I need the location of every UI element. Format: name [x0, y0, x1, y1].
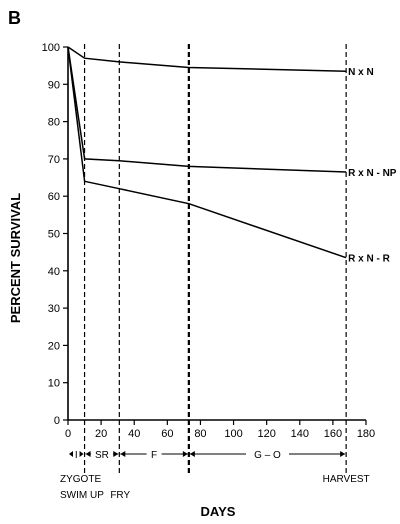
stage-label: SR	[95, 450, 109, 461]
series-label: R x N - NP	[348, 168, 397, 179]
series-line	[67, 46, 347, 173]
y-tick-label: 80	[48, 117, 60, 129]
x-tick-label: 20	[95, 428, 107, 440]
stage-arrow-head	[340, 451, 346, 457]
x-tick-label: 80	[194, 428, 206, 440]
x-tick-label: 120	[257, 428, 275, 440]
stage-arrow-head	[113, 451, 119, 457]
series-line	[67, 46, 347, 259]
y-tick-label: 40	[48, 266, 60, 278]
series-label: R x N - R	[348, 254, 390, 265]
stage-arrow-head	[120, 451, 126, 457]
stage-arrow-head	[79, 451, 84, 457]
x-tick-label: 100	[224, 428, 242, 440]
y-tick-label: 30	[48, 303, 60, 315]
x-tick-label: 140	[291, 428, 309, 440]
y-tick-label: 10	[48, 378, 60, 390]
y-tick-label: 90	[48, 79, 60, 91]
panel-label: B	[8, 8, 21, 28]
zygote-label: ZYGOTE	[60, 474, 101, 485]
y-tick-label: 100	[42, 42, 60, 54]
x-axis-label: DAYS	[201, 504, 236, 519]
y-tick-label: 50	[48, 229, 60, 241]
x-tick-label: 160	[324, 428, 342, 440]
series-label: N x N	[348, 67, 374, 78]
swim-up-label: SWIM UP	[60, 490, 104, 501]
y-axis-label: PERCENT SURVIVAL	[8, 193, 23, 323]
x-tick-label: 40	[128, 428, 140, 440]
stage-arrow-head	[85, 451, 91, 457]
x-tick-label: 180	[357, 428, 375, 440]
series-line	[67, 46, 347, 72]
x-tick-label: 60	[161, 428, 173, 440]
stage-arrow-head	[182, 451, 188, 457]
y-tick-label: 60	[48, 191, 60, 203]
stage-arrow-head	[69, 451, 73, 457]
harvest-label: HARVEST	[323, 474, 370, 485]
stage-label: F	[151, 450, 157, 461]
y-tick-label: 70	[48, 154, 60, 166]
fry-label: FRY	[110, 490, 130, 501]
x-tick-label: 0	[65, 428, 71, 440]
stage-label: I	[75, 450, 78, 461]
y-tick-label: 0	[54, 415, 60, 427]
stage-arrow-head	[189, 451, 195, 457]
y-tick-label: 20	[48, 340, 60, 352]
stage-label: G – O	[254, 450, 281, 461]
